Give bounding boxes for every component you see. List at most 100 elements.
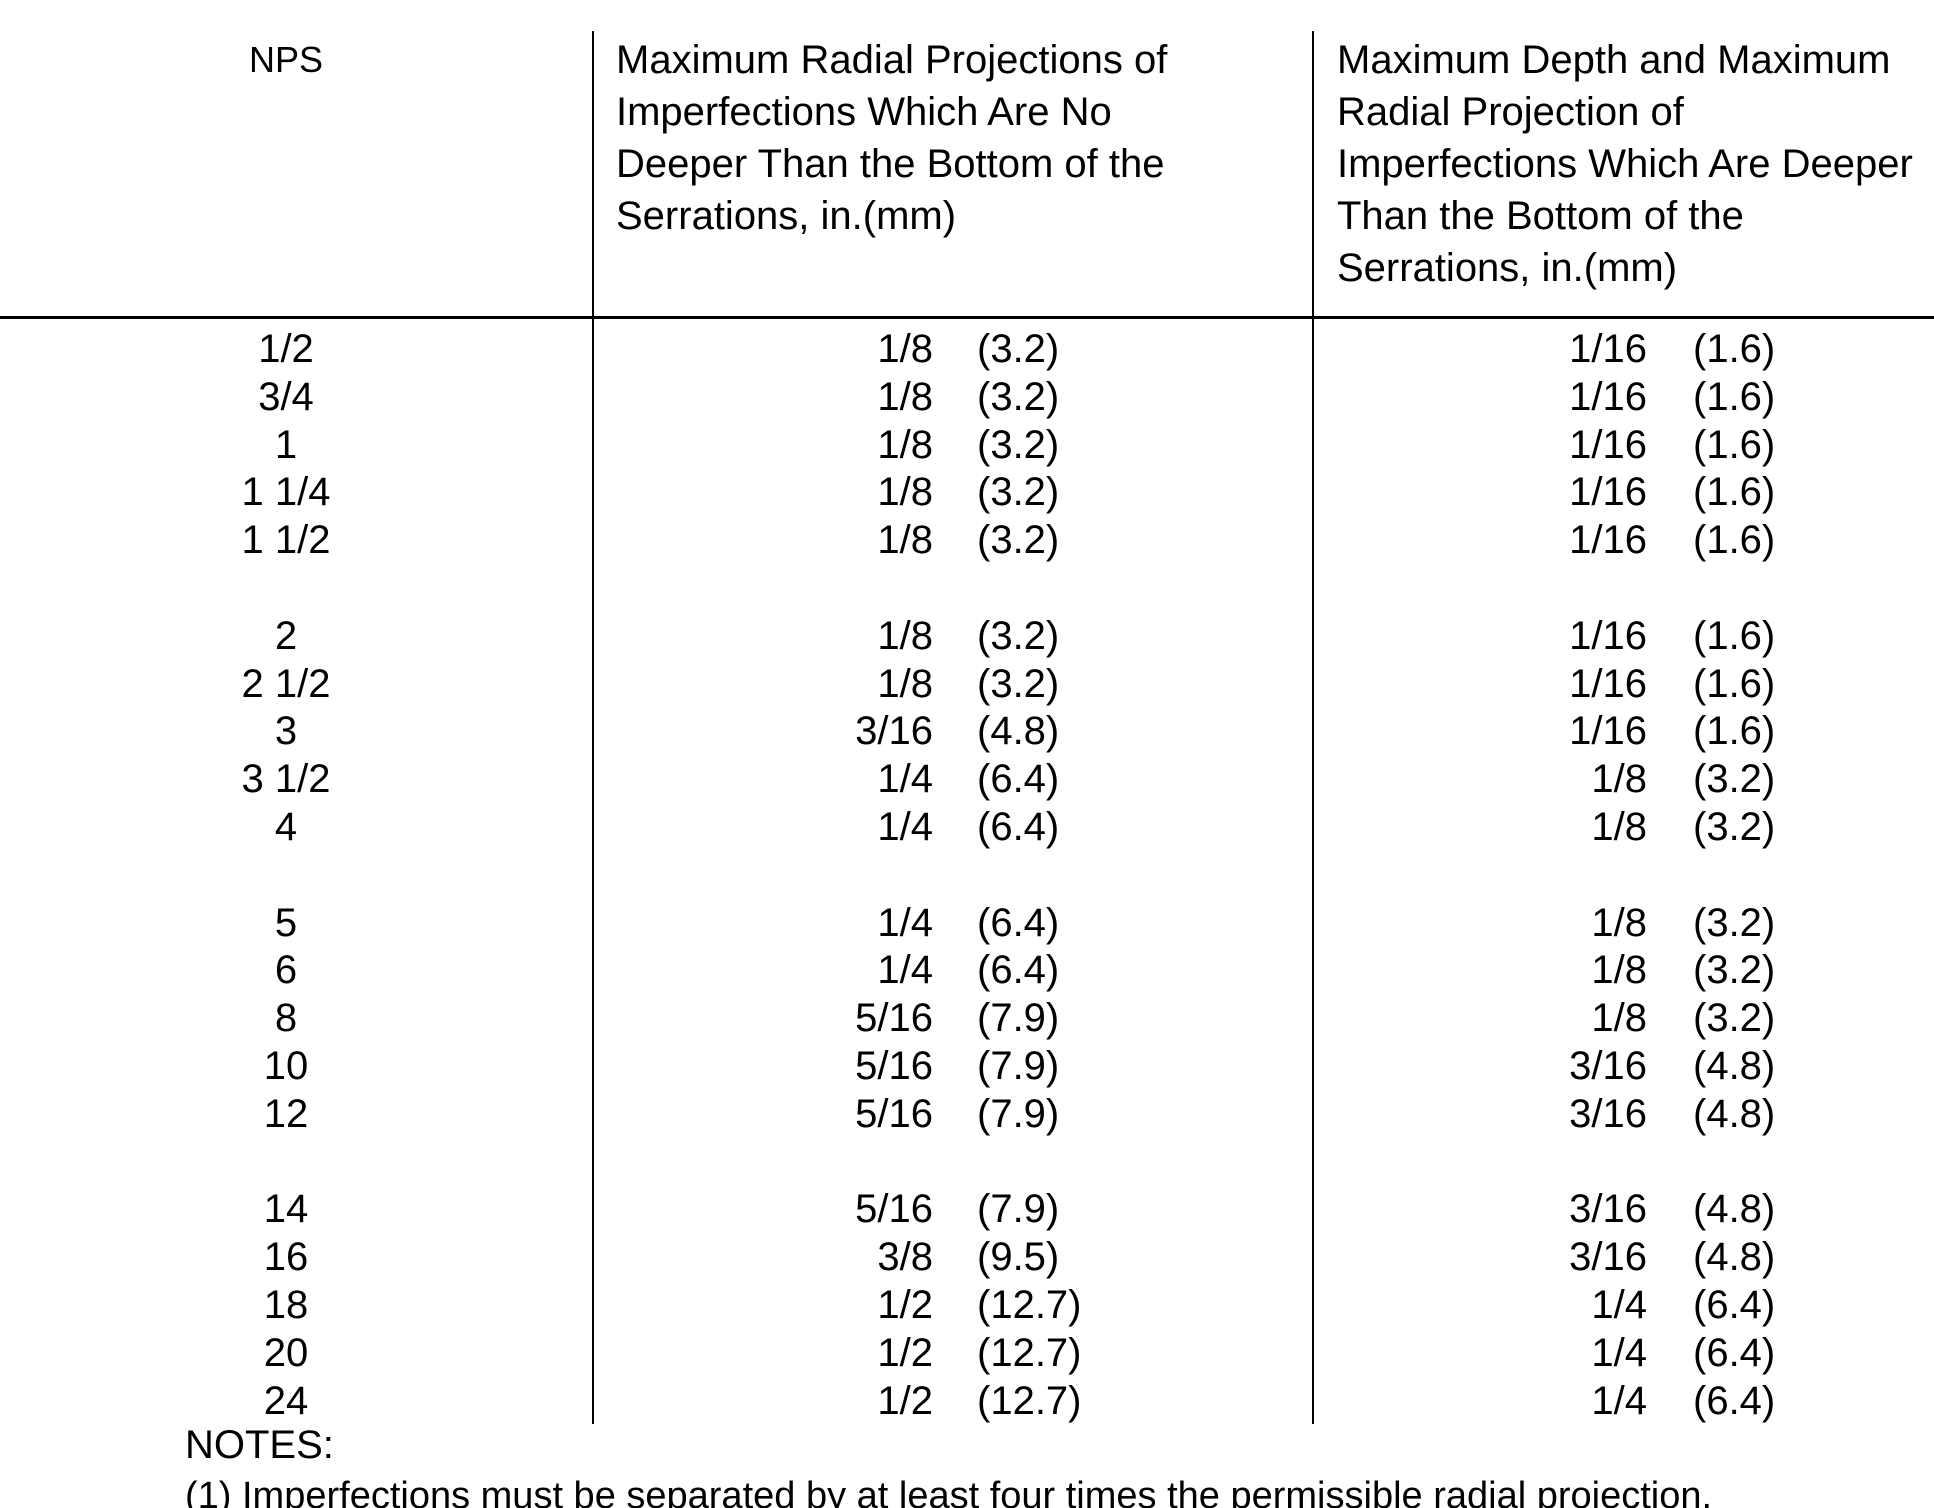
depth-mm-cell: (6.4) (1693, 1330, 1776, 1375)
depth-mm-cell: (1.6) (1693, 661, 1776, 706)
depth-mm-cell: (1.6) (1693, 327, 1776, 371)
column-divider (592, 31, 594, 1424)
depth-in-cell: 1/4 (1591, 1378, 1647, 1423)
depth-mm-cell: (4.8) (1693, 1091, 1776, 1136)
radial-mm-cell: (9.5) (977, 1235, 1060, 1280)
radial-mm-cell: (3.2) (977, 661, 1060, 706)
radial-in-cell: 1/2 (877, 1283, 933, 1327)
nps-cell: 3 (274, 709, 298, 754)
depth-in-cell: 1/4 (1591, 1330, 1647, 1375)
depth-in-cell: 1/8 (1591, 900, 1647, 945)
header-text: Imperfections Which Are Deeper (1337, 142, 1913, 186)
depth-in-cell: 1/4 (1591, 1283, 1647, 1327)
header-text: Serrations, in.(mm) (1337, 246, 1678, 290)
header-text: Serrations, in.(mm) (616, 194, 957, 238)
depth-in-cell: 1/8 (1591, 948, 1647, 993)
depth-in-cell: 3/16 (1569, 1235, 1647, 1280)
header-text: Radial Projection of (1337, 90, 1684, 134)
header-text: Maximum Radial Projections of (616, 38, 1168, 82)
radial-mm-cell: (6.4) (977, 757, 1060, 802)
depth-mm-cell: (1.6) (1693, 422, 1776, 467)
radial-mm-cell: (7.9) (977, 1044, 1060, 1088)
nps-cell: 20 (263, 1330, 309, 1375)
radial-in-cell: 1/8 (877, 327, 933, 371)
depth-mm-cell: (4.8) (1693, 1187, 1776, 1232)
radial-in-cell: 3/16 (855, 709, 933, 754)
radial-in-cell: 5/16 (855, 1091, 933, 1136)
radial-in-cell: 1/4 (877, 900, 933, 945)
nps-cell: 1/2 (258, 327, 314, 371)
radial-mm-cell: (12.7) (977, 1283, 1082, 1327)
depth-in-cell: 1/8 (1591, 805, 1647, 849)
nps-cell: 1 1/2 (241, 518, 331, 563)
nps-cell: 5 (274, 900, 298, 945)
depth-mm-cell: (3.2) (1693, 900, 1776, 945)
depth-in-cell: 1/16 (1569, 661, 1647, 706)
depth-in-cell: 1/8 (1591, 757, 1647, 802)
nps-cell: 8 (274, 996, 298, 1041)
note-item: (1) Imperfections must be separated by a… (185, 1475, 1713, 1508)
radial-mm-cell: (3.2) (977, 374, 1060, 419)
radial-mm-cell: (7.9) (977, 996, 1060, 1041)
depth-mm-cell: (1.6) (1693, 518, 1776, 563)
radial-mm-cell: (3.2) (977, 613, 1060, 658)
radial-mm-cell: (3.2) (977, 422, 1060, 467)
depth-mm-cell: (3.2) (1693, 805, 1776, 849)
radial-in-cell: 5/16 (855, 1044, 933, 1088)
depth-in-cell: 3/16 (1569, 1091, 1647, 1136)
radial-mm-cell: (7.9) (977, 1187, 1060, 1232)
nps-cell: 6 (274, 948, 298, 993)
radial-in-cell: 5/16 (855, 1187, 933, 1232)
radial-mm-cell: (12.7) (977, 1378, 1082, 1423)
depth-in-cell: 1/16 (1569, 518, 1647, 563)
radial-in-cell: 1/4 (877, 805, 933, 849)
depth-in-cell: 1/8 (1591, 996, 1647, 1041)
radial-in-cell: 1/8 (877, 470, 933, 515)
radial-mm-cell: (6.4) (977, 948, 1060, 993)
header-text: Maximum Depth and Maximum (1337, 38, 1891, 82)
depth-in-cell: 3/16 (1569, 1044, 1647, 1088)
radial-in-cell: 5/16 (855, 996, 933, 1041)
depth-in-cell: 1/16 (1569, 374, 1647, 419)
nps-cell: 14 (263, 1187, 309, 1232)
depth-mm-cell: (3.2) (1693, 948, 1776, 993)
nps-cell: 18 (263, 1283, 309, 1327)
header-nps: NPS (248, 39, 324, 80)
header-text: Imperfections Which Are No (616, 90, 1112, 134)
radial-in-cell: 1/4 (877, 757, 933, 802)
depth-mm-cell: (1.6) (1693, 613, 1776, 658)
radial-in-cell: 1/8 (877, 518, 933, 563)
radial-in-cell: 1/8 (877, 422, 933, 467)
column-divider (1312, 31, 1314, 1424)
nps-cell: 24 (263, 1378, 309, 1423)
depth-in-cell: 1/16 (1569, 422, 1647, 467)
nps-cell: 4 (274, 805, 298, 849)
nps-cell: 2 1/2 (241, 661, 331, 706)
depth-in-cell: 1/16 (1569, 470, 1647, 515)
radial-in-cell: 1/4 (877, 948, 933, 993)
depth-mm-cell: (4.8) (1693, 1044, 1776, 1088)
radial-in-cell: 3/8 (877, 1235, 933, 1280)
nps-cell: 3/4 (258, 374, 314, 419)
radial-in-cell: 1/8 (877, 374, 933, 419)
radial-in-cell: 1/2 (877, 1378, 933, 1423)
header-rule (0, 316, 1934, 319)
depth-mm-cell: (1.6) (1693, 470, 1776, 515)
depth-mm-cell: (3.2) (1693, 757, 1776, 802)
depth-in-cell: 1/16 (1569, 613, 1647, 658)
radial-mm-cell: (7.9) (977, 1091, 1060, 1136)
radial-mm-cell: (3.2) (977, 327, 1060, 371)
radial-mm-cell: (6.4) (977, 900, 1060, 945)
depth-mm-cell: (6.4) (1693, 1283, 1776, 1327)
radial-mm-cell: (3.2) (977, 518, 1060, 563)
depth-mm-cell: (6.4) (1693, 1378, 1776, 1423)
nps-cell: 1 (274, 422, 298, 467)
nps-cell: 12 (263, 1091, 309, 1136)
nps-cell: 16 (263, 1235, 309, 1280)
depth-in-cell: 1/16 (1569, 709, 1647, 754)
nps-cell: 3 1/2 (241, 757, 331, 802)
radial-mm-cell: (4.8) (977, 709, 1060, 754)
nps-cell: 10 (263, 1044, 309, 1088)
radial-in-cell: 1/8 (877, 613, 933, 658)
